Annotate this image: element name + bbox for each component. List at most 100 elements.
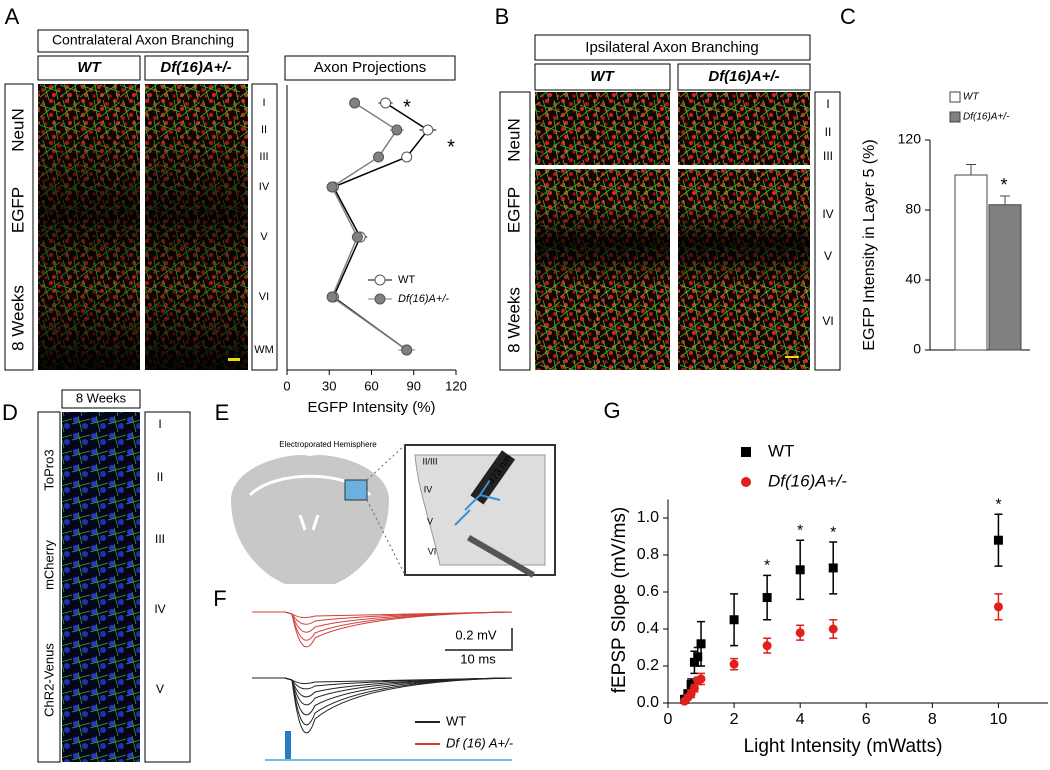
brain-section <box>228 453 392 586</box>
x-tick-label: 90 <box>407 378 421 393</box>
layer-label: VI <box>822 314 833 328</box>
data-point <box>795 628 805 638</box>
label-box <box>37 411 61 763</box>
label-box <box>534 34 811 61</box>
data-point <box>729 615 739 625</box>
layer-label: WM <box>254 344 274 356</box>
data-point <box>828 624 838 634</box>
y-axis-label: fEPSP Slope (mV/ms) <box>609 507 630 694</box>
data-point <box>993 602 1003 612</box>
stimulus-pulse <box>285 731 291 759</box>
panel-title: Contralateral Axon Branching <box>52 32 234 48</box>
x-tick-label: 10 <box>990 711 1008 728</box>
x-tick-label: 6 <box>862 711 871 728</box>
fiber-shade <box>145 84 248 370</box>
panel-letter: D <box>2 400 18 425</box>
label-box <box>534 63 671 91</box>
panel-letter: G <box>603 398 620 423</box>
label-box <box>251 83 278 371</box>
legend-label: WT <box>768 441 794 460</box>
scale-bar <box>445 628 513 651</box>
bar <box>954 174 988 351</box>
trace <box>252 677 513 734</box>
column-header: Df(16)A+/- <box>160 59 231 76</box>
layer-label: IV <box>822 207 833 221</box>
legend-marker <box>374 274 386 286</box>
layer-label: I <box>262 97 265 109</box>
zoom-line <box>366 444 406 576</box>
legend-label: Df(16)A+/- <box>398 293 449 305</box>
layer-label: V <box>427 516 433 526</box>
hemisphere-label: Electroporated Hemisphere <box>279 440 377 449</box>
series-line <box>331 102 408 351</box>
data-point <box>326 181 338 193</box>
legend-label: Df(16)A+/- <box>768 471 847 490</box>
cortex-inset <box>414 454 546 566</box>
label-box <box>144 55 249 81</box>
x-axis-label: EGFP Intensity (%) <box>307 399 435 416</box>
layer-label: VI <box>259 291 269 303</box>
column-header: WT <box>77 59 102 76</box>
stain-label: NeuN <box>8 108 27 151</box>
scale-label: 10 ms <box>460 651 496 666</box>
data-point <box>729 659 739 669</box>
neuron <box>454 479 501 526</box>
layer-label: V <box>156 682 164 696</box>
legend-marker <box>741 447 751 457</box>
layer-label: II <box>825 125 832 139</box>
bar <box>988 204 1022 351</box>
panel-letter: E <box>215 400 230 425</box>
age-label: 8 Weeks <box>8 285 27 351</box>
y-tick-label: 0.6 <box>637 583 659 600</box>
legend-swatch <box>949 91 961 103</box>
error-bar <box>1000 195 1010 205</box>
trace <box>252 611 513 648</box>
data-point <box>795 565 805 575</box>
data-point <box>696 639 706 649</box>
layer-label: III <box>155 532 165 546</box>
stain-label: EGFP <box>8 187 27 233</box>
legend-label: WT <box>446 713 466 728</box>
y-tick-label: 120 <box>898 131 922 147</box>
layer-label: III <box>823 149 833 163</box>
label-box <box>61 389 141 409</box>
data-point <box>762 641 772 651</box>
annotation: * <box>447 136 455 158</box>
micrograph <box>62 412 140 762</box>
label-box <box>37 55 141 81</box>
data-point <box>401 344 413 356</box>
x-tick-label: 8 <box>928 711 937 728</box>
annotation: * <box>764 558 770 575</box>
stain-label: ChR2-Venus <box>41 643 56 717</box>
legend-label: Df (16) A+/- <box>446 735 514 750</box>
label-box <box>144 411 191 763</box>
scale-bar <box>785 356 799 358</box>
layer-label: II <box>261 124 267 136</box>
layer-label: III <box>259 151 268 163</box>
legend-swatch <box>949 111 961 123</box>
y-tick-label: 0.0 <box>637 694 659 711</box>
data-point <box>380 97 392 109</box>
y-tick-label: 80 <box>905 201 921 217</box>
x-tick-label: 120 <box>445 378 467 393</box>
x-axis-label: Light Intensity (mWatts) <box>744 736 943 757</box>
layer-label: IV <box>259 181 270 193</box>
x-tick-label: 4 <box>796 711 805 728</box>
panel-letter: F <box>213 586 226 611</box>
chart-title: Axon Projections <box>314 59 427 76</box>
column-header: Df(16)A+/- <box>708 68 779 85</box>
layer-label: VI <box>428 546 437 556</box>
data-point <box>373 151 385 163</box>
label-box <box>37 29 249 53</box>
electrode <box>467 535 535 578</box>
data-point <box>351 231 363 243</box>
data-point <box>689 683 699 693</box>
stain-label: mCherry <box>41 540 56 590</box>
y-tick-label: 0.4 <box>637 620 659 637</box>
data-point <box>422 124 434 136</box>
label-box <box>677 63 811 91</box>
panel-title: 8 Weeks <box>76 390 127 405</box>
y-tick-label: 1.0 <box>637 509 659 526</box>
micrograph-layer <box>38 84 810 762</box>
